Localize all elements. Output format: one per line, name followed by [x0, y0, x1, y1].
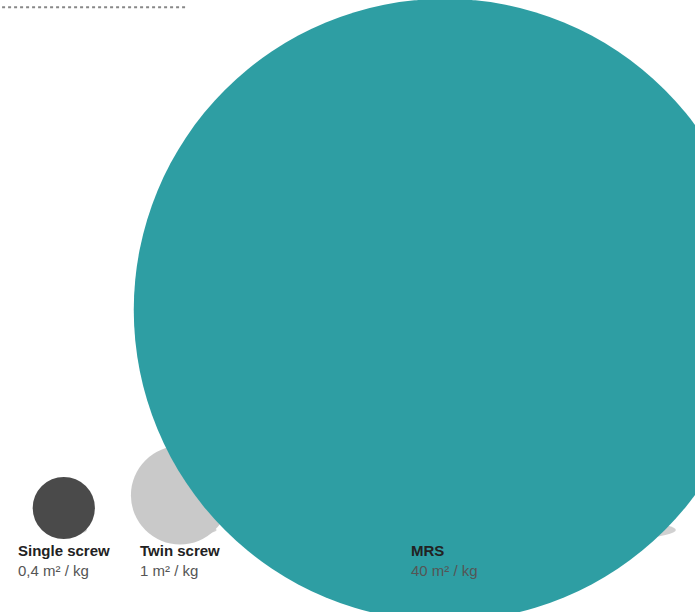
- svg-text:Single screw0,4 m² / kg: Single screw0,4 m² / kg: [18, 542, 110, 579]
- svg-text:Twin screw1 m² / kg: Twin screw1 m² / kg: [140, 542, 220, 579]
- svg-text:MRS40 m² / kg: MRS40 m² / kg: [411, 542, 478, 579]
